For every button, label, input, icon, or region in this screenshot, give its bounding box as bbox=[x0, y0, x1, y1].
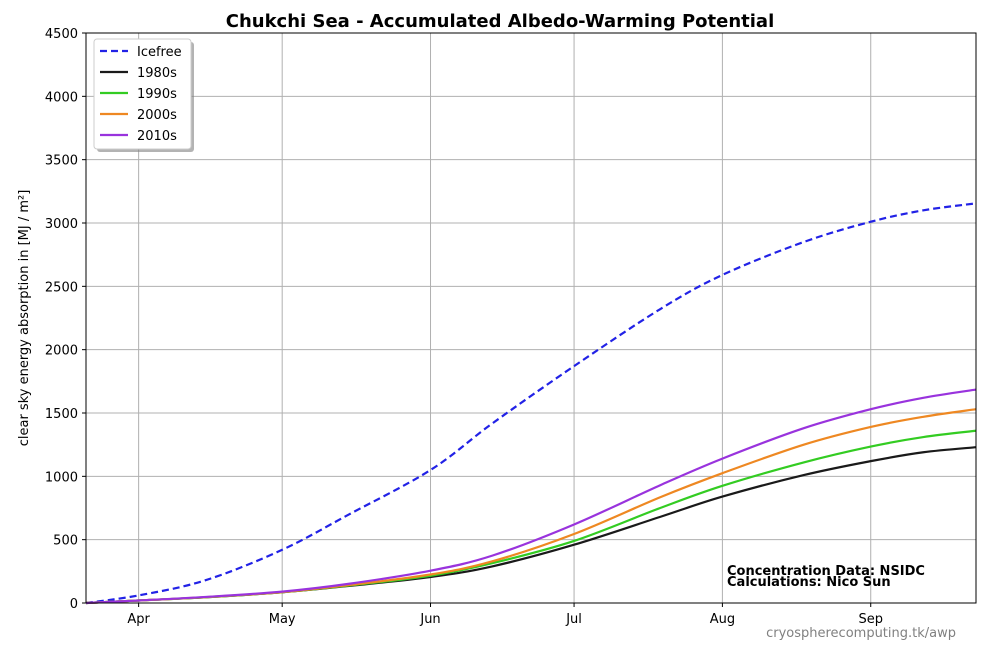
y-tick-label: 1500 bbox=[45, 407, 78, 422]
legend-label-icefree: Icefree bbox=[137, 45, 182, 60]
y-tick-label: 3500 bbox=[45, 154, 78, 169]
y-tick-label: 1000 bbox=[45, 470, 78, 485]
source-url[interactable]: cryospherecomputing.tk/awp bbox=[766, 626, 956, 641]
legend-label-2010s: 2010s bbox=[137, 129, 177, 144]
plot-frame bbox=[85, 32, 977, 604]
y-axis-label: clear sky energy absorption in [MJ / m²] bbox=[17, 190, 32, 447]
y-tick-label: 500 bbox=[53, 534, 78, 549]
x-tick-label: Sep bbox=[858, 612, 883, 627]
x-tick-label: Jul bbox=[565, 612, 582, 627]
y-tick-label: 4000 bbox=[45, 90, 78, 105]
x-tick-label: Apr bbox=[127, 612, 150, 627]
legend-label-1990s: 1990s bbox=[137, 87, 177, 102]
legend-box bbox=[93, 38, 192, 150]
credit-concentration-data: Concentration Data: NSIDC bbox=[727, 564, 925, 579]
x-tick-label: Aug bbox=[710, 612, 735, 627]
y-tick-label: 2000 bbox=[45, 344, 78, 359]
series-line-icefree bbox=[85, 202, 977, 605]
y-tick-label: 2500 bbox=[45, 280, 78, 295]
x-tick-label: Jun bbox=[419, 612, 440, 627]
legend: Icefree 1980s 1990s 2000s 2010s bbox=[93, 38, 194, 152]
series-line-2010s bbox=[85, 388, 977, 605]
y-tick-label: 0 bbox=[70, 597, 78, 612]
legend-label-1980s: 1980s bbox=[137, 66, 177, 81]
chart-title: Chukchi Sea - Accumulated Albedo-Warming… bbox=[226, 11, 775, 32]
x-tick-label: May bbox=[269, 612, 296, 627]
credit-calculations: Calculations: Nico Sun bbox=[727, 575, 891, 590]
y-tick-label: 4500 bbox=[45, 27, 78, 42]
legend-label-2000s: 2000s bbox=[137, 108, 177, 123]
series-group bbox=[85, 202, 977, 605]
legend-items: Icefree 1980s 1990s 2000s 2010s bbox=[100, 45, 182, 144]
grid bbox=[86, 32, 976, 604]
axes: 0 500 1000 1500 2000 2500 3000 3500 4000 4500 Apr M… bbox=[45, 27, 883, 627]
y-tick-label: 3000 bbox=[45, 217, 78, 232]
